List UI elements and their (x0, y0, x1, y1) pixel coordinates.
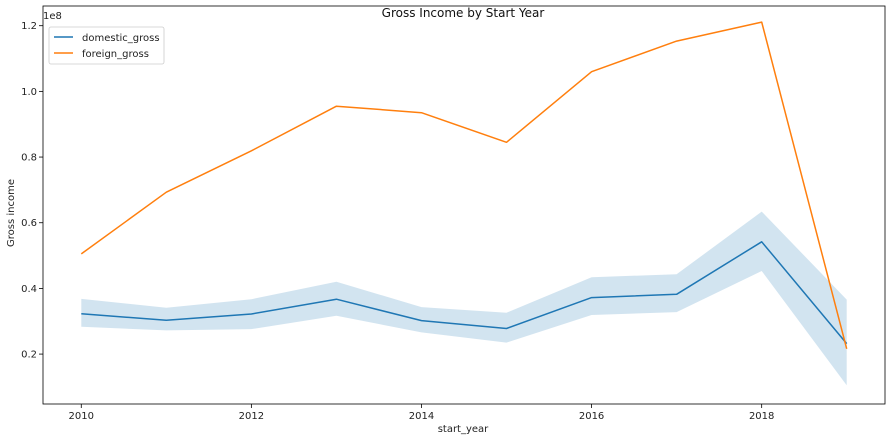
series-line-foreign_gross (80, 21, 848, 349)
series-line-domestic_gross (81, 241, 848, 345)
y-axis-ticks: 0.2 0.4 0.6 0.8 1.0 1.2 (21, 21, 43, 361)
x-axis-label: start_year (438, 424, 489, 435)
confidence-band-layer (81, 211, 847, 386)
axes-frame (42, 5, 886, 405)
x-tick-label: 2012 (239, 411, 264, 422)
x-tick-label: 2016 (579, 411, 604, 422)
y-tick-label: 0.8 (21, 153, 37, 164)
plot-background (43, 6, 885, 404)
y-tick-label: 0.2 (21, 350, 37, 361)
y-tick-label: 1.0 (21, 87, 37, 98)
y-tick-label: 0.4 (21, 284, 37, 295)
legend-box (48, 26, 165, 65)
legend-label-domestic: domestic_gross (82, 33, 160, 44)
confidence-band-domestic_gross (81, 211, 847, 386)
y-tick-label: 0.6 (21, 218, 37, 229)
series-lines-layer (80, 21, 848, 349)
x-tick-label: 2018 (749, 411, 774, 422)
chart-title: Gross Income by Start Year (382, 6, 545, 20)
y-scale-offset-label: 1e8 (43, 11, 62, 22)
x-tick-label: 2014 (409, 411, 434, 422)
plot-frame (42, 5, 886, 405)
y-axis-label: Gross income (6, 179, 17, 247)
x-tick-label: 2010 (69, 411, 94, 422)
legend-label-foreign: foreign_gross (82, 49, 149, 60)
y-tick-label: 1.2 (21, 21, 37, 32)
plot-area (43, 6, 885, 404)
legend: domestic_gross foreign_gross (48, 26, 165, 65)
x-axis-ticks: 2010 2012 2014 2016 2018 (69, 404, 774, 422)
